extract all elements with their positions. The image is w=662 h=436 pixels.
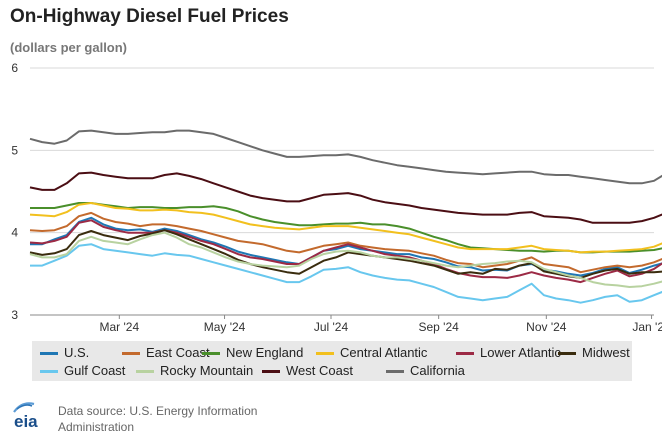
eia-logo-text: eia xyxy=(14,412,38,431)
legend-item: California xyxy=(386,362,465,380)
data-source: Data source: U.S. Energy Information Adm… xyxy=(58,403,318,435)
legend-label: California xyxy=(410,363,465,378)
series-line-midwest xyxy=(29,229,662,279)
legend-item: New England xyxy=(202,344,303,362)
legend-label: Rocky Mountain xyxy=(160,363,254,378)
legend-label: Gulf Coast xyxy=(64,363,126,378)
axes: 3 4 5 6 Mar '24 May '24 Jul '24 Sep '24 Nov '24 J… xyxy=(11,61,662,334)
series-lines xyxy=(29,129,662,304)
series-line-lower-atlantic xyxy=(29,219,662,284)
series-line-california xyxy=(29,129,662,185)
legend-swatch xyxy=(136,370,154,374)
legend-label: East Coast xyxy=(146,345,210,360)
legend-label: West Coast xyxy=(286,363,353,378)
series-line-west-coast xyxy=(29,171,662,224)
legend-label: U.S. xyxy=(64,345,90,360)
legend-item: Gulf Coast xyxy=(40,362,125,380)
chart-title: On-Highway Diesel Fuel Prices xyxy=(10,6,289,27)
x-tick-label: Jan '25 xyxy=(632,320,662,334)
legend-swatch xyxy=(40,370,58,374)
x-tick-label: Nov '24 xyxy=(526,320,567,334)
legend-label: Lower Atlantic xyxy=(480,345,561,360)
x-tick-label: Mar '24 xyxy=(99,320,139,334)
legend-label: New England xyxy=(226,345,304,360)
chart-legend: U.S. East Coast New England Central Atlanti… xyxy=(32,341,632,381)
legend-item: East Coast xyxy=(122,344,210,362)
x-tick-label: May '24 xyxy=(204,320,246,334)
x-tick-label: Sep '24 xyxy=(418,320,459,334)
legend-item: West Coast xyxy=(262,362,353,380)
y-tick-label: 5 xyxy=(11,143,18,157)
series-line-rocky-mountain xyxy=(29,231,662,288)
series-line-east-coast xyxy=(29,211,662,274)
legend-swatch xyxy=(386,370,404,374)
chart-subtitle: (dollars per gallon) xyxy=(10,40,128,55)
eia-logo-icon: eia xyxy=(13,402,38,431)
series-line-u-s xyxy=(30,216,662,277)
source-line-2: Administration xyxy=(58,420,135,434)
legend-swatch xyxy=(122,352,140,356)
legend-item: Rocky Mountain xyxy=(136,362,253,380)
legend-item: Lower Atlantic xyxy=(456,344,561,362)
legend-item: Midwest xyxy=(558,344,630,362)
x-tick-label: Jul '24 xyxy=(314,320,349,334)
legend-swatch xyxy=(202,352,220,356)
legend-label: Midwest xyxy=(582,345,630,360)
legend-swatch xyxy=(262,370,280,374)
legend-swatch xyxy=(558,352,576,356)
y-tick-label: 3 xyxy=(11,308,18,322)
legend-swatch xyxy=(456,352,474,356)
series-line-central-atlantic xyxy=(29,202,662,254)
legend-item: U.S. xyxy=(40,344,89,362)
legend-label: Central Atlantic xyxy=(340,345,428,360)
y-tick-label: 6 xyxy=(11,61,18,75)
legend-swatch xyxy=(316,352,334,356)
legend-item: Central Atlantic xyxy=(316,344,427,362)
source-line-1: Data source: U.S. Energy Information xyxy=(58,404,258,418)
series-line-gulf-coast xyxy=(30,243,662,304)
y-tick-label: 4 xyxy=(11,226,18,240)
legend-swatch xyxy=(40,352,58,356)
